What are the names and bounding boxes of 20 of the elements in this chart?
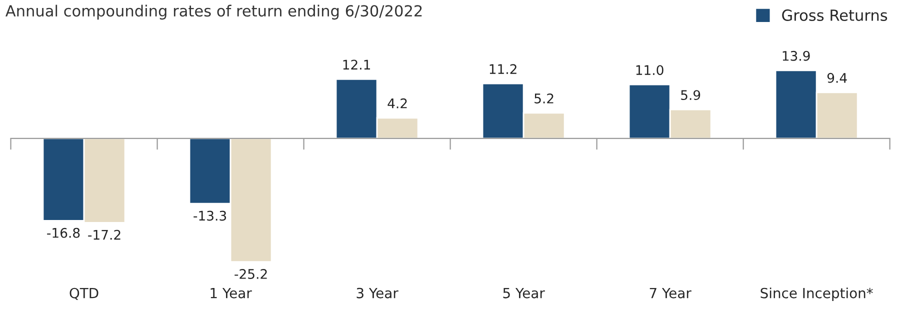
data-label: 11.0 (636, 65, 664, 76)
data-label: -16.8 (47, 228, 80, 238)
chart-title: Annual compounding rates of return ending 6/30/2022 (6, 4, 422, 20)
x-tick-label: QTD (70, 288, 98, 300)
x-tick-label: 1 Year (210, 288, 252, 298)
data-label: -25.2 (234, 269, 267, 279)
data-label: 12.1 (343, 60, 370, 70)
legend-label: Gross Returns (782, 9, 888, 21)
data-label: 4.2 (388, 98, 407, 108)
data-label: -17.2 (88, 230, 120, 240)
data-label: 9.4 (827, 72, 847, 83)
x-tick-label: Since Inception* (760, 288, 873, 302)
x-tick-label: 3 Year (356, 288, 398, 298)
data-label: -13.3 (194, 210, 226, 221)
x-tick-label: 5 Year (503, 288, 545, 298)
data-label: 5.2 (534, 93, 554, 104)
data-label: 13.9 (782, 50, 810, 61)
data-label: 5.9 (681, 90, 700, 100)
data-label: 11.2 (490, 64, 516, 74)
x-tick-label: 7 Year (650, 288, 692, 298)
